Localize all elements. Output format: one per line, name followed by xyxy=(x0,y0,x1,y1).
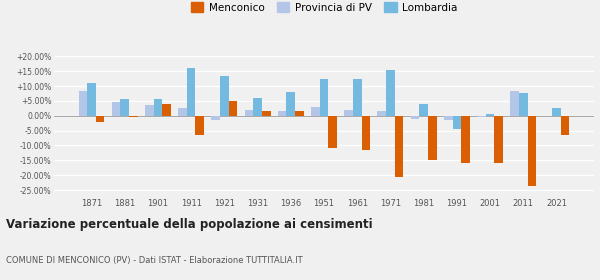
Bar xyxy=(428,116,437,160)
Bar xyxy=(362,116,370,150)
Bar xyxy=(245,110,253,116)
Bar xyxy=(552,108,561,116)
Bar xyxy=(220,76,229,116)
Bar xyxy=(178,108,187,116)
Bar xyxy=(79,90,87,116)
Bar xyxy=(353,79,362,116)
Bar xyxy=(262,111,271,116)
Bar xyxy=(286,92,295,116)
Bar xyxy=(295,111,304,116)
Bar xyxy=(377,111,386,116)
Bar xyxy=(253,98,262,116)
Bar xyxy=(494,116,503,163)
Bar xyxy=(278,111,286,116)
Bar xyxy=(311,107,320,116)
Bar xyxy=(486,114,494,116)
Bar xyxy=(328,116,337,148)
Bar xyxy=(112,102,121,116)
Bar xyxy=(561,116,569,135)
Bar xyxy=(121,99,129,116)
Bar xyxy=(129,116,137,117)
Legend: Menconico, Provincia di PV, Lombardia: Menconico, Provincia di PV, Lombardia xyxy=(189,0,459,15)
Bar xyxy=(196,116,204,135)
Bar xyxy=(187,68,196,116)
Bar xyxy=(386,70,395,116)
Bar xyxy=(419,104,428,116)
Bar xyxy=(444,116,452,120)
Bar xyxy=(461,116,470,163)
Bar xyxy=(511,90,519,116)
Bar xyxy=(344,110,353,116)
Bar xyxy=(452,116,461,129)
Bar xyxy=(154,99,162,116)
Bar xyxy=(145,105,154,116)
Text: Variazione percentuale della popolazione ai censimenti: Variazione percentuale della popolazione… xyxy=(6,218,373,231)
Bar xyxy=(527,116,536,186)
Bar xyxy=(162,104,171,116)
Bar xyxy=(410,116,419,119)
Text: COMUNE DI MENCONICO (PV) - Dati ISTAT - Elaborazione TUTTITALIA.IT: COMUNE DI MENCONICO (PV) - Dati ISTAT - … xyxy=(6,256,302,265)
Bar xyxy=(87,83,96,116)
Bar xyxy=(229,101,238,116)
Bar xyxy=(519,94,527,116)
Bar xyxy=(395,116,403,177)
Bar xyxy=(96,116,104,122)
Bar xyxy=(211,116,220,120)
Bar xyxy=(477,116,486,117)
Bar xyxy=(320,79,328,116)
